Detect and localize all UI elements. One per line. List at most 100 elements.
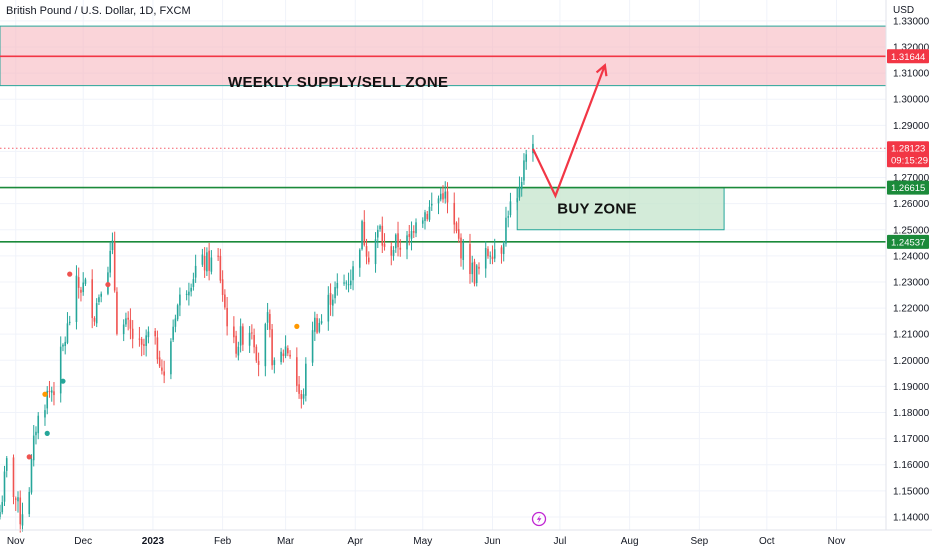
candle-body (367, 257, 370, 263)
candle-body (80, 289, 82, 293)
candle-body (82, 282, 85, 293)
currency-label: USD (893, 5, 914, 16)
candle-body (143, 344, 145, 346)
candle-body (217, 255, 219, 257)
signal-markers (26, 271, 300, 460)
candle-body (379, 225, 381, 230)
candle-body (289, 354, 291, 357)
y-tick-label: 1.26000 (893, 199, 930, 210)
candle-body (437, 198, 440, 204)
candle-body (314, 317, 316, 332)
candle-body (62, 344, 64, 347)
candle-body (248, 332, 251, 346)
candle-body (46, 390, 49, 409)
candle-body (210, 257, 213, 272)
candle-body (233, 326, 235, 338)
candle-body (500, 247, 503, 254)
candle-body (176, 305, 179, 320)
candle-body (50, 390, 53, 393)
candle-body (316, 318, 318, 333)
candle-body (361, 221, 363, 250)
signal-dot (67, 271, 73, 277)
candle-body (84, 279, 87, 284)
x-tick-label: May (413, 536, 432, 547)
candle-body (48, 391, 51, 393)
candle-body (111, 240, 114, 251)
zone-label: BUY ZONE (557, 201, 637, 218)
y-tick-label: 1.14000 (893, 512, 930, 523)
candle-body (271, 329, 273, 366)
candle-body (131, 328, 134, 339)
candle-body (280, 351, 282, 363)
candle-body (520, 181, 523, 190)
candle-body (428, 206, 431, 220)
candle-body (109, 250, 111, 273)
time-axis[interactable]: Nov Dec 2023 Feb Mar Apr May Jun Jul Aug Sep Oct Nov (7, 536, 846, 547)
candle-body (156, 337, 159, 360)
candle-body (185, 293, 188, 295)
lightning-icon[interactable] (531, 511, 547, 527)
candle-body (430, 203, 433, 206)
x-tick-label: 2023 (142, 536, 165, 547)
y-tick-label: 1.27000 (893, 173, 930, 184)
candle-body (19, 497, 22, 525)
candle-body (188, 291, 190, 296)
y-tick-label: 1.24000 (893, 251, 930, 262)
candle-body (471, 262, 474, 275)
candle-body (68, 321, 71, 324)
x-tick-label: Jun (484, 536, 500, 547)
y-tick-label: 1.15000 (893, 486, 930, 497)
candle-body (408, 234, 411, 237)
zone-rect (516, 187, 725, 231)
price-axis[interactable]: 1.330001.320001.310001.300001.290001.280… (893, 16, 930, 523)
candle-body (127, 317, 129, 320)
candle-body (140, 339, 143, 345)
candle-body (300, 393, 303, 400)
candle-body (415, 222, 417, 234)
y-tick-label: 1.17000 (893, 434, 930, 445)
candle-body (406, 235, 408, 250)
candle-body (95, 303, 98, 324)
candle-body (365, 246, 368, 257)
candle-body (163, 371, 165, 376)
candle-body (442, 193, 444, 200)
candle-body (64, 341, 67, 346)
candle-body (147, 331, 150, 338)
zone-label: WEEKLY SUPPLY/SELL ZONE (228, 74, 448, 91)
candle-body (53, 391, 55, 396)
candle-body (302, 394, 305, 399)
candle-body (311, 330, 314, 363)
y-tick-label: 1.21000 (893, 330, 930, 341)
candle-body (516, 198, 519, 203)
candle-body (242, 326, 244, 345)
y-tick-label: 1.18000 (893, 408, 930, 419)
x-tick-label: Sep (690, 536, 708, 547)
x-tick-label: Nov (828, 536, 846, 547)
candle-body (174, 318, 177, 327)
candle-body (66, 323, 69, 343)
level-price-tag-label: 1.26615 (891, 183, 925, 194)
candle-body (475, 265, 478, 283)
candle-body (122, 324, 125, 335)
candle-body (257, 360, 260, 365)
candle-body (21, 514, 24, 526)
candle-body (484, 248, 487, 269)
candle-body (161, 367, 163, 371)
candle-body (192, 279, 195, 287)
x-tick-label: Aug (621, 536, 639, 547)
x-tick-label: Dec (74, 536, 92, 547)
candle-body (0, 511, 1, 517)
candle-body (129, 319, 132, 329)
candle-body (336, 282, 339, 289)
candle-body (224, 294, 226, 308)
candle-body (334, 287, 336, 299)
y-tick-label: 1.22000 (893, 304, 930, 315)
candle-body (469, 244, 471, 275)
candle-body (93, 318, 96, 322)
candle-body (145, 335, 147, 346)
candle-body (17, 497, 19, 502)
candle-body (421, 220, 424, 224)
candle-body (412, 231, 415, 233)
